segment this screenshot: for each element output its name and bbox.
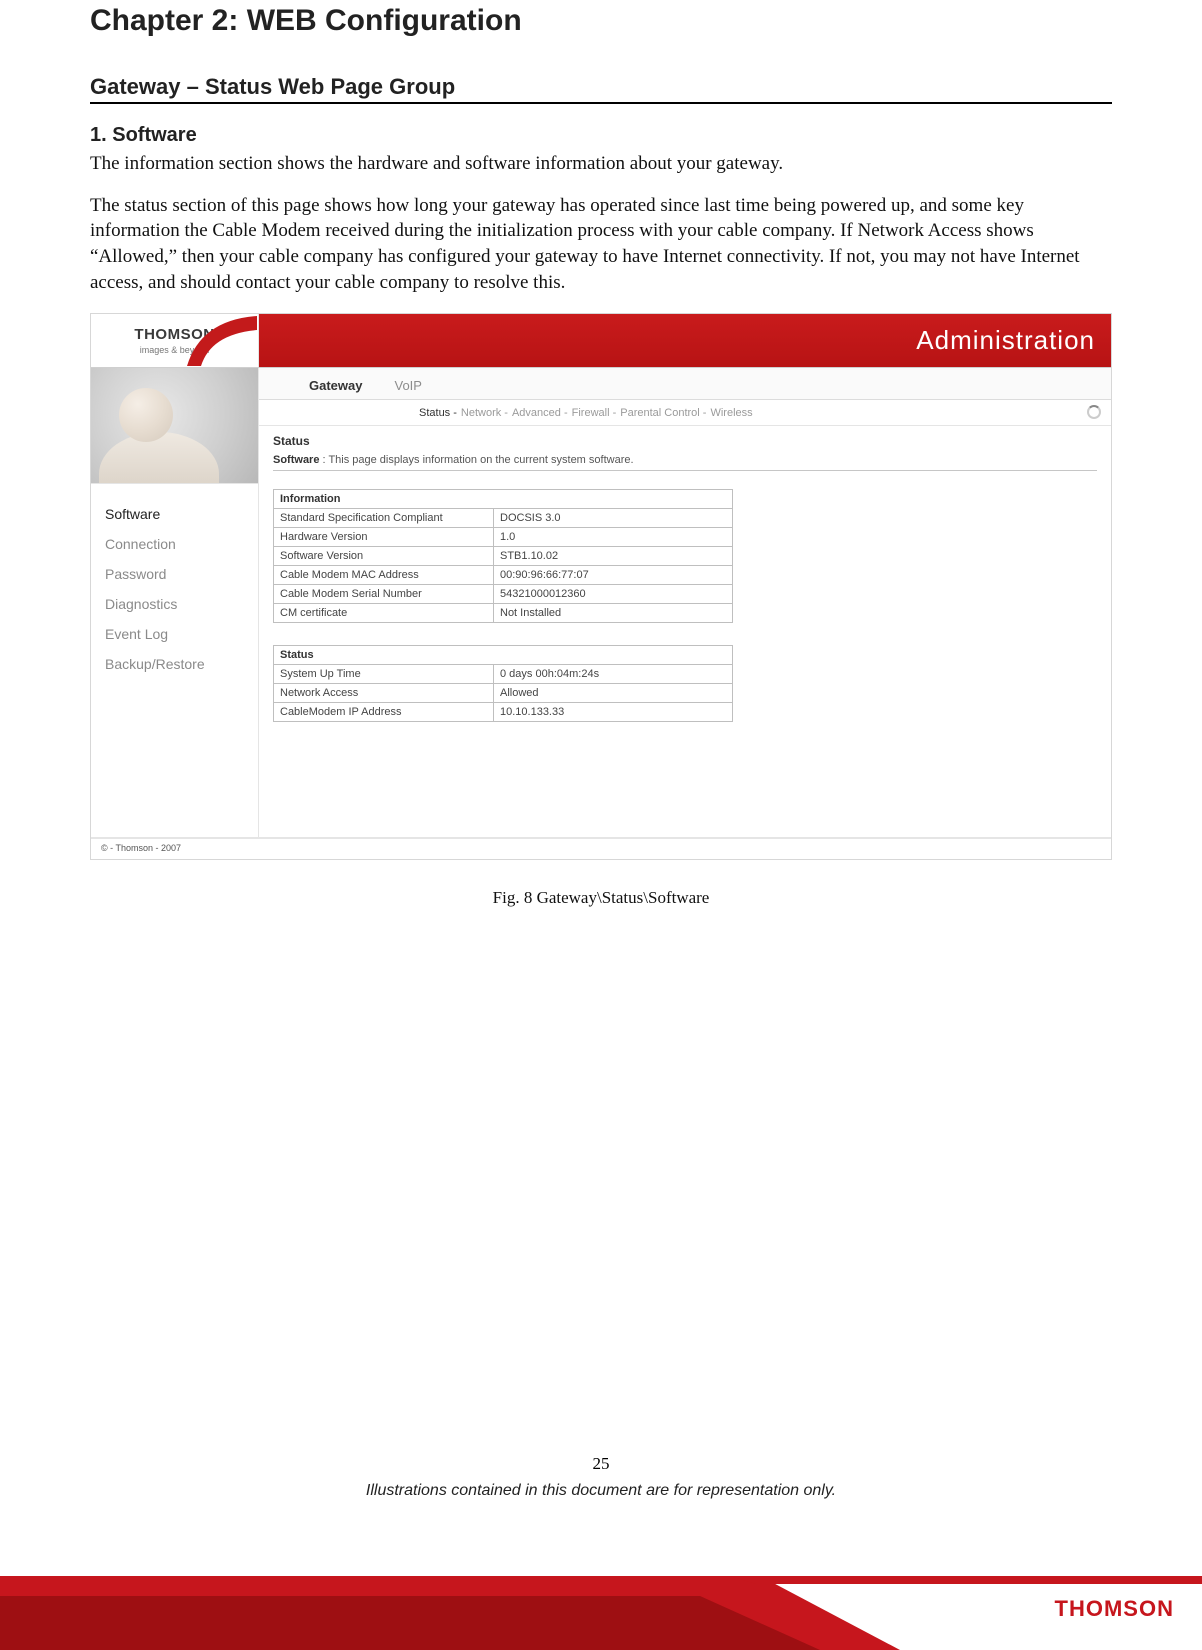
sidebar-photo — [91, 368, 258, 484]
disclaimer-text: Illustrations contained in this document… — [0, 1482, 1202, 1500]
side-nav-software[interactable]: Software — [105, 506, 246, 522]
side-nav-connection[interactable]: Connection — [105, 536, 246, 552]
admin-label: Administration — [916, 325, 1095, 356]
main-column: Gateway VoIP Status - Network - Advanced… — [259, 368, 1111, 837]
subnav-parental[interactable]: Parental Control - — [620, 407, 706, 419]
subnav-advanced[interactable]: Advanced - — [512, 407, 568, 419]
logo-arc-icon — [187, 316, 257, 366]
side-nav-password[interactable]: Password — [105, 566, 246, 582]
side-nav: Software Connection Password Diagnostics… — [91, 484, 258, 686]
header-red-bar: Administration — [259, 314, 1111, 367]
info-table-header: Information — [274, 490, 733, 509]
table-row: CableModem IP Address10.10.133.33 — [274, 703, 733, 722]
table-row: Cable Modem Serial Number54321000012360 — [274, 585, 733, 604]
footer-band — [0, 1542, 1202, 1650]
subnav-firewall[interactable]: Firewall - — [572, 407, 617, 419]
information-table: Information Standard Specification Compl… — [273, 489, 733, 623]
paragraph-2: The status section of this page shows ho… — [90, 193, 1112, 296]
status-block: Status Software : This page displays inf… — [259, 426, 1111, 722]
table-row: Cable Modem MAC Address00:90:96:66:77:07 — [274, 566, 733, 585]
screenshot-copyright: © - Thomson - 2007 — [91, 838, 1111, 859]
top-tabs: Gateway VoIP — [259, 368, 1111, 400]
status-description: Software : This page displays informatio… — [273, 454, 1097, 466]
side-nav-diagnostics[interactable]: Diagnostics — [105, 596, 246, 612]
sub-nav: Status - Network - Advanced - Firewall -… — [259, 400, 1111, 426]
chapter-title: Chapter 2: WEB Configuration — [90, 4, 1112, 38]
logo-block: THOMSON images & beyond — [91, 314, 259, 367]
status-table-header: Status — [274, 646, 733, 665]
section-title: Gateway – Status Web Page Group — [90, 74, 1112, 104]
table-row: System Up Time0 days 00h:04m:24s — [274, 665, 733, 684]
status-table: Status System Up Time0 days 00h:04m:24s … — [273, 645, 733, 722]
figure-caption: Fig. 8 Gateway\Status\Software — [90, 888, 1112, 908]
screenshot-header: THOMSON images & beyond Administration — [91, 314, 1111, 368]
tab-gateway[interactable]: Gateway — [293, 372, 378, 399]
table-row: Standard Specification CompliantDOCSIS 3… — [274, 509, 733, 528]
screenshot-container: THOMSON images & beyond Administration S… — [90, 313, 1112, 860]
footer-logo: THOMSON — [1055, 1596, 1174, 1622]
subnav-wireless[interactable]: Wireless — [710, 407, 752, 419]
page-number: 25 — [0, 1454, 1202, 1474]
table-row: CM certificateNot Installed — [274, 604, 733, 623]
loading-spinner-icon — [1087, 405, 1101, 419]
status-desc-text: : This page displays information on the … — [323, 454, 634, 466]
side-nav-backup-restore[interactable]: Backup/Restore — [105, 656, 246, 672]
subnav-network[interactable]: Network - — [461, 407, 508, 419]
subsection-title: 1. Software — [90, 124, 1112, 147]
status-desc-label: Software — [273, 454, 319, 466]
subnav-status[interactable]: Status - — [419, 407, 457, 419]
tab-voip[interactable]: VoIP — [378, 372, 437, 399]
table-row: Software VersionSTB1.10.02 — [274, 547, 733, 566]
left-column: Software Connection Password Diagnostics… — [91, 368, 259, 837]
status-heading: Status — [273, 434, 1097, 448]
paragraph-1: The information section shows the hardwa… — [90, 151, 1112, 177]
table-row: Hardware Version1.0 — [274, 528, 733, 547]
side-nav-event-log[interactable]: Event Log — [105, 626, 246, 642]
table-row: Network AccessAllowed — [274, 684, 733, 703]
